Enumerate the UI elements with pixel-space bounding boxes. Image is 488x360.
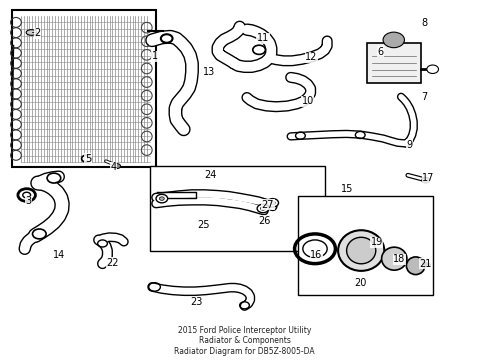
Circle shape: [114, 163, 120, 168]
Text: 6: 6: [377, 46, 383, 57]
Text: 1: 1: [151, 51, 157, 61]
Ellipse shape: [346, 237, 375, 264]
Text: 10: 10: [301, 96, 313, 106]
Circle shape: [159, 197, 164, 201]
Circle shape: [257, 204, 268, 213]
Bar: [149, 166, 324, 251]
Text: 25: 25: [197, 220, 209, 230]
Circle shape: [266, 199, 278, 207]
Bar: [366, 43, 420, 84]
Text: 21: 21: [418, 258, 431, 269]
Circle shape: [156, 194, 167, 203]
Bar: [297, 197, 432, 296]
Text: 7: 7: [421, 92, 427, 102]
Text: 11: 11: [256, 33, 268, 44]
Text: 3: 3: [25, 196, 31, 206]
Bar: [12, 10, 155, 167]
Text: 5: 5: [84, 154, 91, 164]
Circle shape: [270, 201, 275, 204]
Text: 26: 26: [257, 216, 269, 225]
Text: 9: 9: [406, 140, 412, 149]
Text: 16: 16: [310, 250, 322, 260]
Text: 15: 15: [341, 184, 353, 194]
Text: 19: 19: [370, 237, 382, 247]
Text: 4: 4: [110, 162, 116, 172]
Text: 24: 24: [204, 170, 216, 180]
Circle shape: [382, 32, 404, 48]
Text: 13: 13: [203, 67, 215, 77]
Text: 23: 23: [190, 297, 203, 307]
Text: 14: 14: [53, 250, 65, 260]
Text: 17: 17: [421, 173, 434, 183]
Text: 2: 2: [35, 28, 41, 38]
Text: 18: 18: [392, 255, 405, 264]
Text: 12: 12: [305, 52, 317, 62]
Circle shape: [426, 65, 438, 73]
Text: 20: 20: [353, 278, 366, 288]
Ellipse shape: [26, 30, 37, 35]
Circle shape: [421, 177, 429, 183]
Ellipse shape: [337, 230, 384, 271]
Ellipse shape: [381, 247, 406, 270]
Ellipse shape: [406, 257, 424, 275]
Text: 27: 27: [261, 199, 274, 210]
Text: 22: 22: [106, 258, 118, 268]
Text: 8: 8: [421, 18, 427, 28]
Circle shape: [260, 207, 265, 210]
Text: 2015 Ford Police Interceptor Utility
Radiator & Components
Radiator Diagram for : 2015 Ford Police Interceptor Utility Rad…: [174, 326, 314, 356]
